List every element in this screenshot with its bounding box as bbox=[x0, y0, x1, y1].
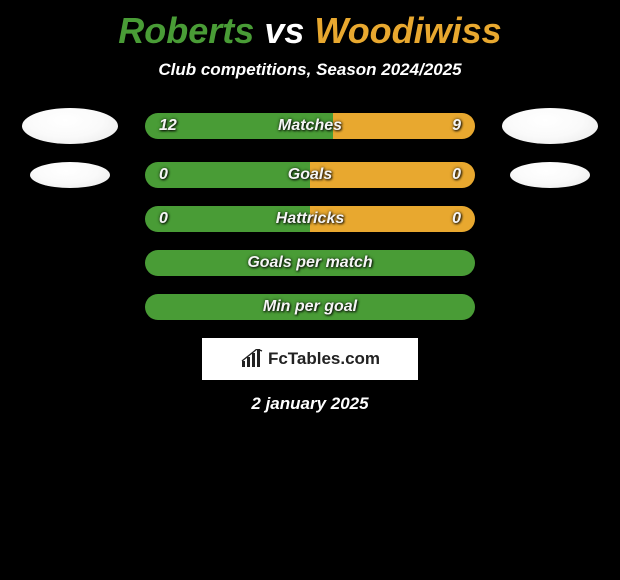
stat-label: Matches bbox=[278, 117, 342, 135]
stat-value-right: 9 bbox=[452, 117, 461, 135]
stat-row: 0 Goals 0 bbox=[0, 162, 620, 188]
avatar bbox=[30, 162, 110, 188]
stat-bar: 12 Matches 9 bbox=[145, 113, 475, 139]
chart-icon bbox=[240, 349, 264, 369]
stat-bar: 0 Hattricks 0 bbox=[145, 206, 475, 232]
avatar bbox=[510, 162, 590, 188]
avatar-slot-left bbox=[15, 108, 125, 144]
avatar-slot-right bbox=[495, 162, 605, 188]
stat-value-left: 12 bbox=[159, 117, 177, 135]
stat-value-right: 0 bbox=[452, 210, 461, 228]
avatar-slot-right bbox=[495, 108, 605, 144]
comparison-title: Roberts vs Woodiwiss bbox=[0, 0, 620, 52]
stat-bar: Min per goal bbox=[145, 294, 475, 320]
brand-badge: FcTables.com bbox=[202, 338, 418, 380]
date: 2 january 2025 bbox=[0, 394, 620, 414]
stat-label: Min per goal bbox=[263, 298, 357, 316]
stat-bar: 0 Goals 0 bbox=[145, 162, 475, 188]
stat-row: 12 Matches 9 bbox=[0, 108, 620, 144]
subtitle: Club competitions, Season 2024/2025 bbox=[0, 60, 620, 80]
stat-row: Goals per match bbox=[0, 250, 620, 276]
stat-row: 0 Hattricks 0 bbox=[0, 206, 620, 232]
stat-value-right: 0 bbox=[452, 166, 461, 184]
avatar bbox=[502, 108, 598, 144]
stat-value-left: 0 bbox=[159, 210, 168, 228]
stat-label: Goals per match bbox=[247, 254, 372, 272]
stat-bar: Goals per match bbox=[145, 250, 475, 276]
stat-row: Min per goal bbox=[0, 294, 620, 320]
stats-container: 12 Matches 9 0 Goals 0 0 Hattricks 0 Goals per ma… bbox=[0, 108, 620, 320]
brand-text: FcTables.com bbox=[268, 349, 380, 369]
player2-name: Woodiwiss bbox=[314, 10, 501, 51]
stat-label: Hattricks bbox=[276, 210, 344, 228]
stat-label: Goals bbox=[288, 166, 332, 184]
avatar-slot-left bbox=[15, 162, 125, 188]
avatar bbox=[22, 108, 118, 144]
vs-separator: vs bbox=[254, 10, 314, 51]
player1-name: Roberts bbox=[118, 10, 254, 51]
stat-value-left: 0 bbox=[159, 166, 168, 184]
